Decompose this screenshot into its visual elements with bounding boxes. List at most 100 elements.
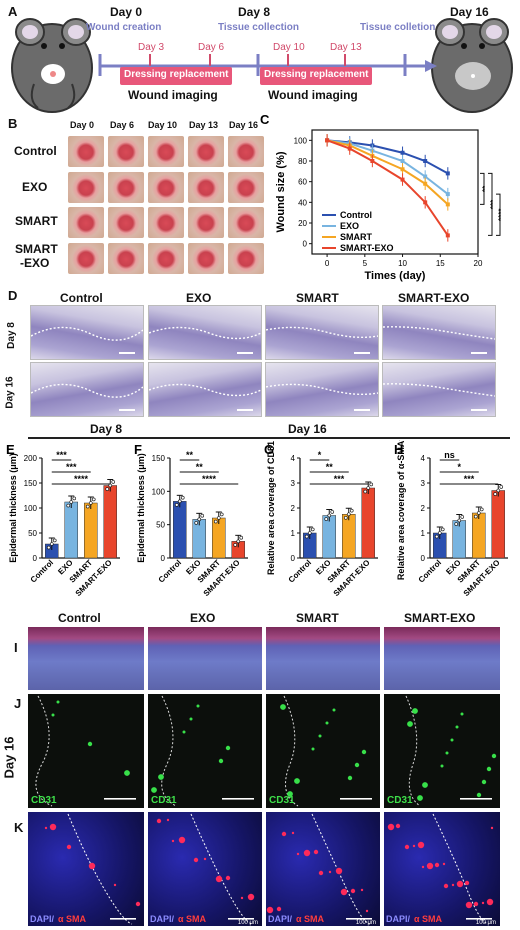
dot-H-0-1 (437, 531, 442, 535)
panel-j-letter: J (14, 696, 22, 711)
dapi-label-c1: DAPI/ (30, 914, 55, 924)
dot-F-2-2 (219, 512, 224, 517)
c-legend-label-3: SMART-EXO (340, 243, 394, 253)
b-col-day0: Day 0 (70, 120, 95, 130)
sig-text-F-1: ** (196, 462, 204, 472)
wound-photo-r3-c3 (148, 207, 184, 238)
ijk-side-day16: Day 16 (1, 736, 17, 779)
dot-E-3-2 (111, 480, 116, 484)
sig-text-F-0: ** (186, 450, 194, 460)
sma-image-c2: DAPI/α SMA 100 μm (148, 812, 262, 926)
ylabel-H: Relative area coverage of α-SMA⁺ (396, 440, 406, 580)
day0-label: Day 0 (110, 5, 143, 19)
dot-H-2-1 (476, 511, 481, 515)
panel-b-letter: B (8, 116, 18, 131)
asma-label-c2: α SMA (178, 914, 207, 924)
wound-photo-r2-c1 (68, 172, 104, 203)
masson-image-c2 (148, 627, 262, 690)
dot-G-0-0 (304, 534, 309, 539)
dot-F-2-1 (216, 516, 221, 520)
c-legend-label-2: SMART (340, 232, 372, 242)
c-xtick-label-4: 20 (474, 259, 483, 268)
cd31-label-c1: CD31 (31, 795, 57, 806)
d-row-day8: Day 8 (5, 322, 17, 349)
dot-F-0-1 (177, 499, 182, 504)
ytick-label-H-2: 2 (421, 504, 426, 513)
bar-G-1 (322, 515, 336, 559)
panel-d-letter: D (8, 288, 18, 303)
cd31-image-c3: CD31 (266, 694, 380, 808)
wound-photo-r4-c2 (108, 243, 144, 274)
dot-H-3-2 (499, 485, 504, 489)
day6-label: Day 6 (198, 42, 225, 53)
dot-G-1-2 (330, 510, 335, 514)
dressing-replacement-2: Dressing replacement (264, 69, 369, 80)
dot-E-3-0 (105, 487, 110, 491)
section-day16-label: Day 16 (288, 422, 327, 436)
panel-letter-H: H (394, 442, 403, 457)
dot-G-2-0 (343, 516, 348, 520)
dot-G-2-1 (346, 512, 351, 517)
dot-E-1-1 (69, 500, 74, 504)
day3-label: Day 3 (138, 42, 165, 53)
day13-label: Day 13 (330, 42, 362, 53)
wound-photo-r1-c5 (228, 136, 264, 167)
d-row-day16: Day 16 (4, 376, 16, 409)
wound-photo-r1-c4 (188, 136, 224, 167)
masson-image-c3 (266, 627, 380, 690)
ytick-label-F-3: 150 (152, 454, 166, 463)
wound-photo-r2-c5 (228, 172, 264, 203)
ytick-label-E-0: 0 (33, 554, 38, 563)
wound-creation-label: Wound creation (86, 22, 162, 33)
day8-label: Day 8 (238, 5, 271, 19)
dot-G-1-0 (324, 517, 329, 521)
dot-E-0-1 (49, 542, 54, 546)
dot-F-0-2 (180, 495, 185, 500)
b-col-day13: Day 13 (189, 120, 219, 130)
c-xtick-label-3: 15 (436, 259, 445, 268)
sig-text-E-1: *** (66, 462, 77, 472)
sig-text-G-2: *** (334, 474, 345, 484)
dot-H-2-2 (479, 507, 484, 512)
wound-photo-r3-c2 (108, 207, 144, 238)
dapi-label-c3: DAPI/ (268, 914, 293, 924)
c-point-0-4 (423, 159, 428, 163)
b-col-day16: Day 16 (229, 120, 259, 130)
wound-imaging-1: Wound imaging (128, 88, 218, 102)
c-sig-bracket-0 (480, 172, 485, 205)
sig-text-H-0: ns (444, 450, 455, 460)
day16-label: Day 16 (450, 5, 489, 19)
panel-i-letter: I (14, 640, 18, 655)
panel-letter-F: F (134, 442, 142, 457)
c-ytick-label-4: 80 (298, 157, 307, 166)
c-point-1-3 (400, 159, 405, 163)
ytick-label-H-1: 1 (421, 529, 426, 538)
ytick-label-H-3: 3 (421, 479, 426, 488)
b-row-smart-exo-2: -EXO (20, 256, 50, 270)
i-col-exo: EXO (190, 611, 216, 625)
c-point-3-0 (325, 138, 330, 143)
dot-F-2-0 (213, 519, 218, 524)
wound-photo-r4-c5 (228, 243, 264, 274)
i-col-control: Control (58, 611, 101, 625)
c-point-2-4 (423, 181, 428, 186)
wound-photo-r4-c1 (68, 243, 104, 274)
d-col-control: Control (60, 291, 103, 305)
ytick-label-G-2: 2 (291, 504, 296, 513)
scale-bar-label-c2: 100 μm (237, 920, 258, 926)
wound-photo-r3-c5 (228, 207, 264, 238)
scale-bar-label-c3: 100 μm (355, 920, 376, 926)
dot-G-3-1 (366, 486, 371, 490)
ylabel-G: Relative area coverage of CD31 (266, 441, 276, 575)
c-point-3-3 (400, 177, 405, 182)
ylabel-F: Epidermal thickness (μm) (136, 453, 146, 563)
wound-imaging-2: Wound imaging (268, 88, 358, 102)
wound-photo-r1-c3 (148, 136, 184, 167)
b-row-smart-exo-1: SMART (15, 242, 58, 256)
dot-G-0-2 (310, 527, 315, 532)
he-image-r2-c3 (265, 362, 379, 417)
timeline-diagram (11, 18, 513, 113)
bar-F-0 (173, 501, 187, 559)
wound-photo-r3-c4 (188, 207, 224, 238)
